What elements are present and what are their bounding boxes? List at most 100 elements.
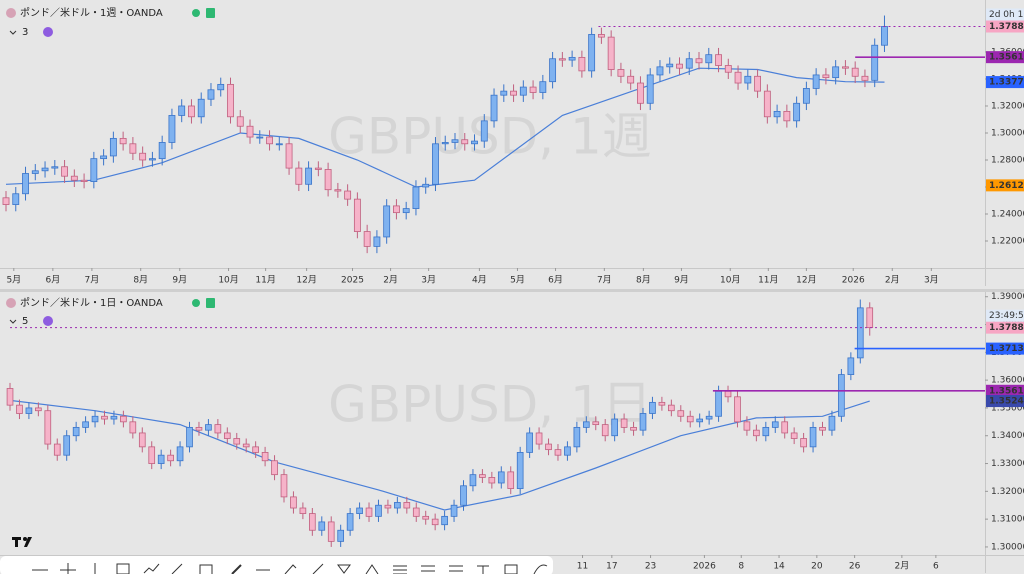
candle-body xyxy=(743,421,751,431)
candle-body xyxy=(119,137,127,145)
x-tick-label: 2月 xyxy=(885,275,900,286)
chevron[interactable] xyxy=(9,319,17,324)
symbol-icon xyxy=(6,298,16,308)
candle-body xyxy=(549,58,557,83)
candle-body xyxy=(658,401,666,406)
tool-icon[interactable] xyxy=(231,564,242,574)
candle-body xyxy=(223,432,231,439)
candle-body xyxy=(318,521,326,531)
tool-icon[interactable] xyxy=(116,563,130,574)
flag-icon[interactable] xyxy=(206,298,215,308)
candle-body xyxy=(346,513,354,531)
countdown-badge xyxy=(986,8,1024,21)
candle-body xyxy=(754,75,762,92)
candle-body xyxy=(299,507,307,514)
x-tick-label: 5月 xyxy=(510,275,525,286)
candle-body xyxy=(656,66,664,76)
symbol-title[interactable]: ポンド／米ドル・1週・OANDA xyxy=(20,6,163,19)
indicator-count[interactable]: 3 xyxy=(22,27,28,38)
candle-body xyxy=(696,418,704,423)
candle-body xyxy=(460,485,467,506)
candle-body xyxy=(461,139,469,145)
candle-body xyxy=(334,189,342,192)
candle-body xyxy=(373,236,381,247)
chevron[interactable] xyxy=(9,30,17,35)
candle-body xyxy=(422,515,430,520)
candle-body xyxy=(649,401,656,414)
candle-body xyxy=(793,102,801,122)
sync-icon[interactable] xyxy=(43,316,53,326)
candle-body xyxy=(607,36,615,70)
candle-body xyxy=(828,415,836,431)
tool-icon[interactable] xyxy=(312,563,324,574)
candle-body xyxy=(214,424,222,434)
x-tick-label: 2026 xyxy=(693,562,716,572)
tool-icon[interactable] xyxy=(393,565,407,574)
candle-body xyxy=(582,421,590,428)
tool-icon[interactable] xyxy=(171,563,183,574)
tool-icon[interactable] xyxy=(284,564,297,574)
x-tick-label: 12月 xyxy=(296,275,316,286)
candle-body xyxy=(295,167,303,185)
x-tick-label: 9月 xyxy=(674,275,689,286)
moving-average xyxy=(5,67,885,188)
candle-body xyxy=(705,415,713,420)
candle-body xyxy=(227,83,234,118)
price-badge-label: 1.37888 xyxy=(989,323,1024,333)
candle-body xyxy=(469,474,477,487)
drawing-toolbar xyxy=(0,556,553,574)
candle-body xyxy=(363,231,371,247)
candle-body xyxy=(771,421,779,428)
candle-body xyxy=(695,58,703,64)
candle-body xyxy=(309,513,316,531)
header: ポンド／米ドル・1週・OANDA 3 xyxy=(6,6,215,38)
y-tick-label: 1.35000 xyxy=(991,403,1024,413)
tool-icon[interactable] xyxy=(337,564,351,574)
x-tick-label: 14 xyxy=(773,562,785,572)
candle-body xyxy=(2,197,10,205)
tool-icon[interactable] xyxy=(143,563,160,574)
status-dot xyxy=(192,299,200,307)
candle-body xyxy=(639,413,647,431)
tool-icon[interactable] xyxy=(533,564,548,574)
candle-body xyxy=(432,143,439,185)
tool-icon[interactable] xyxy=(199,564,213,574)
candle-body xyxy=(507,471,515,489)
indicator-count[interactable]: 5 xyxy=(22,316,28,327)
flag-icon[interactable] xyxy=(206,8,215,18)
candle-body xyxy=(205,424,212,431)
x-tick-label: 2月 xyxy=(383,275,398,286)
candle-body xyxy=(217,83,225,91)
candle-body xyxy=(242,443,250,448)
y-tick-label: 1.32000 xyxy=(991,101,1024,111)
candle-body xyxy=(832,66,840,79)
candle-body xyxy=(539,81,547,93)
sync-icon[interactable] xyxy=(43,27,53,37)
candle-body xyxy=(25,407,33,414)
candle-body xyxy=(617,69,625,77)
candle-body xyxy=(568,56,576,61)
price-badge xyxy=(986,395,1024,408)
tool-icon[interactable] xyxy=(421,565,435,572)
symbol-title[interactable]: ポンド／米ドル・1日・OANDA xyxy=(20,296,163,309)
candle-body xyxy=(620,418,628,428)
candle-body xyxy=(781,421,789,434)
price-badge-label: 1.35247 xyxy=(989,397,1024,407)
candle-body xyxy=(431,518,439,526)
candle-body xyxy=(744,75,752,84)
x-tick-label: 11月 xyxy=(758,275,778,286)
tool-icon[interactable] xyxy=(504,564,518,574)
x-tick-label: 8 xyxy=(738,562,744,572)
tool-icon[interactable] xyxy=(365,564,379,574)
candle-body xyxy=(195,426,203,431)
y-tick-label: 1.33000 xyxy=(991,459,1024,469)
candle-body xyxy=(207,89,215,100)
candle-body xyxy=(383,205,391,238)
price-badge-label: 1.35617 xyxy=(989,386,1024,396)
candle-body xyxy=(178,105,186,116)
candle-body xyxy=(450,504,458,517)
tool-icon[interactable] xyxy=(477,565,489,574)
candle-body xyxy=(516,452,524,489)
tool-icon[interactable] xyxy=(449,565,463,572)
